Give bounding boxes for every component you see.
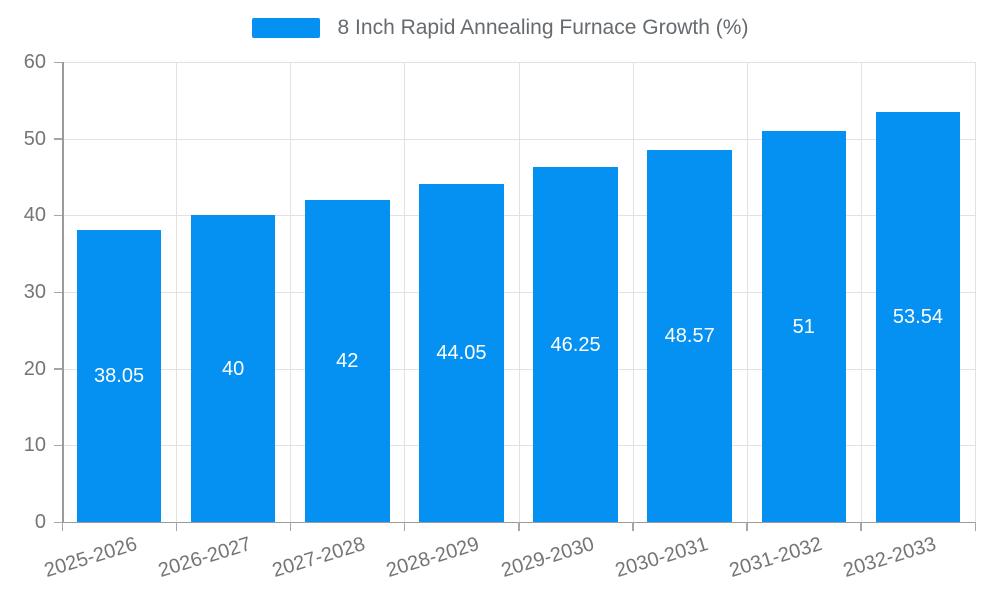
y-tick-label: 40 [23, 204, 46, 227]
bar-2032-2033[interactable] [875, 111, 961, 522]
y-axis-tick-mark [54, 214, 62, 217]
grid-line-vertical [632, 62, 634, 522]
bar-2028-2029[interactable] [419, 184, 504, 522]
x-axis-tick-mark [61, 522, 63, 531]
x-axis-tick-mark [746, 522, 748, 531]
y-tick-label: 0 [34, 511, 46, 533]
grid-line-vertical [404, 62, 406, 522]
grid-line-vertical [746, 62, 748, 522]
grid-line-vertical [176, 62, 178, 522]
bar-2026-2027[interactable] [190, 215, 276, 522]
x-tick-label: 2026-2027 [156, 532, 254, 582]
x-axis-tick-mark [974, 522, 976, 531]
y-axis-tick-mark [54, 291, 62, 293]
bar-value-label: 53.54 [892, 305, 943, 328]
x-tick-label: 2025-2026 [41, 532, 140, 582]
bar-2031-2032[interactable] [761, 131, 847, 522]
x-axis-tick-mark [175, 522, 178, 531]
bar-value-label: 51 [792, 315, 815, 338]
y-tick-label: 60 [23, 51, 46, 73]
x-axis-tick-mark [403, 522, 406, 531]
x-tick-label: 2027-2028 [270, 532, 369, 582]
bar-value-label: 44.05 [436, 342, 487, 365]
legend-swatch [251, 18, 320, 38]
x-axis-tick-mark [860, 522, 862, 531]
x-tick-label: 2029-2030 [498, 532, 597, 582]
legend-label: 8 Inch Rapid Annealing Furnace Growth (%… [337, 16, 749, 39]
y-tick-label: 20 [23, 357, 46, 380]
bar-value-label: 46.25 [550, 333, 601, 356]
y-axis-line [62, 62, 64, 522]
y-axis-tick-mark [54, 444, 62, 447]
grid-line-vertical [518, 62, 520, 522]
bar-value-label: 42 [336, 350, 359, 372]
grid-line-vertical [290, 62, 292, 522]
y-tick-label: 30 [23, 281, 46, 303]
y-tick-label: 50 [23, 127, 46, 150]
bar-2030-2031[interactable] [647, 149, 732, 522]
bar-2029-2030[interactable] [533, 167, 618, 522]
y-axis-tick-mark [54, 61, 62, 63]
x-tick-label: 2032-2033 [840, 532, 939, 582]
legend[interactable]: 8 Inch Rapid Annealing Furnace Growth (%… [0, 16, 1000, 40]
y-tick-label: 10 [23, 434, 46, 457]
y-axis-tick-mark [54, 138, 62, 140]
grid-line-vertical [975, 62, 976, 522]
plot-area: 38.05 40 42 44.05 46.25 48.57 51 53.54 [54, 61, 976, 531]
x-axis-tick-mark [518, 522, 520, 531]
y-axis-tick-mark [54, 521, 62, 523]
bar-2025-2026[interactable] [76, 230, 162, 522]
bar-value-label: 40 [222, 357, 245, 380]
bar-value-label: 38.05 [94, 365, 145, 388]
x-axis-tick-mark [289, 522, 292, 531]
bar-2027-2028[interactable] [305, 200, 390, 522]
x-axis-tick-mark [632, 522, 634, 531]
x-tick-label: 2028-2029 [384, 532, 483, 582]
x-tick-label: 2030-2031 [612, 532, 711, 582]
y-axis-tick-mark [54, 368, 62, 370]
bar-value-label: 48.57 [664, 324, 715, 347]
grid-line-vertical [860, 62, 862, 522]
x-tick-label: 2031-2032 [726, 532, 825, 582]
